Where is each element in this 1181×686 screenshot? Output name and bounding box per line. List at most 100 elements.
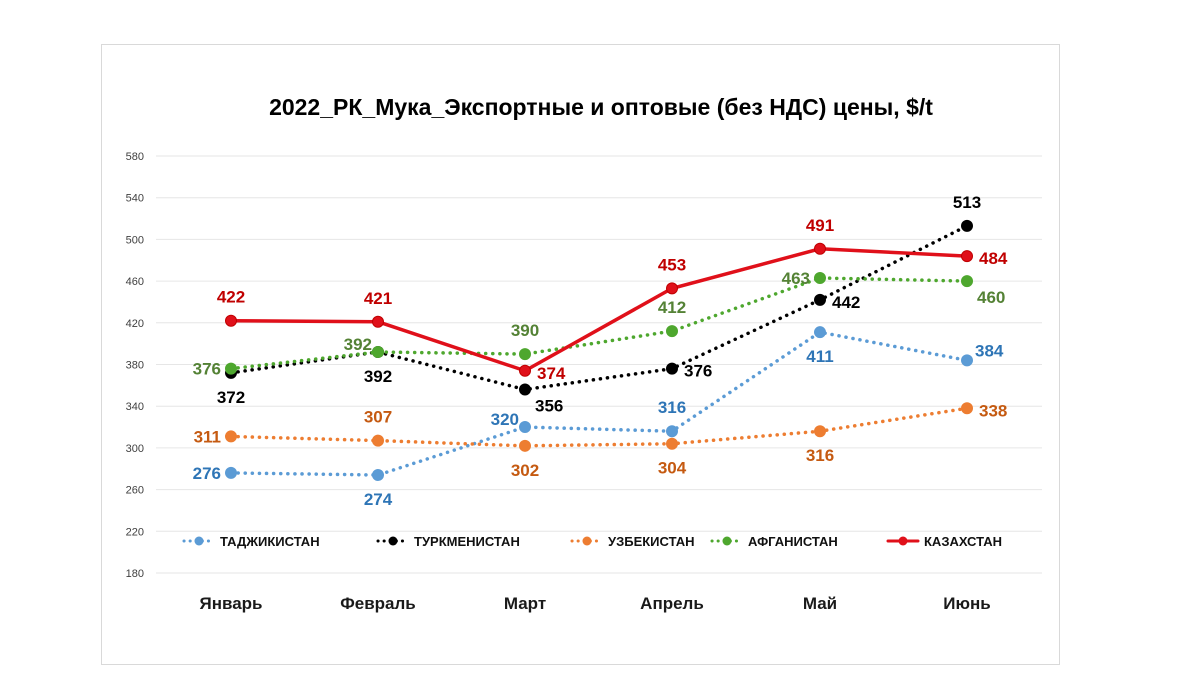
data-point (225, 466, 237, 479)
y-tick-label: 300 (126, 443, 144, 455)
data-label: 384 (975, 341, 1004, 360)
legend-item[interactable]: КАЗАХСТАН (886, 534, 1002, 549)
data-label: 320 (491, 410, 519, 429)
data-label: 513 (953, 193, 981, 212)
data-point (225, 430, 237, 443)
y-tick-label: 540 (126, 193, 144, 205)
data-point (814, 271, 826, 284)
data-label: 376 (193, 360, 221, 379)
data-label: 338 (979, 401, 1007, 420)
legend-label: КАЗАХСТАН (924, 534, 1002, 549)
y-tick-label: 260 (126, 485, 144, 497)
legend-marker-icon (582, 536, 592, 546)
x-tick-label: Март (504, 594, 546, 613)
y-tick-label: 340 (126, 401, 144, 413)
data-label: 421 (364, 289, 392, 308)
legend-item[interactable]: ТАДЖИКИСТАН (182, 534, 320, 549)
x-tick-label: Июнь (943, 594, 990, 613)
x-tick-label: Май (803, 594, 837, 613)
data-label: 422 (217, 288, 245, 307)
y-tick-label: 180 (126, 568, 144, 580)
series-line (229, 247, 969, 373)
data-label: 374 (537, 364, 566, 383)
x-tick-label: Январь (199, 594, 262, 613)
data-point (814, 242, 826, 255)
legend-item[interactable]: АФГАНИСТАН (710, 534, 838, 549)
data-label: 304 (658, 459, 687, 478)
data-label: 302 (511, 461, 539, 480)
series-line (229, 224, 969, 392)
y-axis-ticks: 180 220 260 300 340 380 420 460 500 540 580 (126, 151, 144, 580)
data-point (814, 326, 826, 339)
data-label: 390 (511, 321, 539, 340)
data-point (961, 275, 973, 288)
data-label: 311 (194, 427, 221, 446)
legend-label: ТУРКМЕНИСТАН (414, 534, 520, 549)
legend-label: ТАДЖИКИСТАН (220, 534, 320, 549)
legend-marker-icon (194, 536, 204, 546)
data-point (961, 250, 973, 263)
data-label: 460 (977, 288, 1005, 307)
data-point (225, 362, 237, 375)
data-point (372, 469, 384, 482)
series-line (229, 330, 969, 477)
data-point (372, 345, 384, 358)
data-label: 307 (364, 408, 392, 427)
data-point (814, 425, 826, 438)
data-label: 356 (535, 397, 563, 416)
data-point (519, 421, 531, 434)
y-tick-label: 580 (126, 151, 144, 163)
data-label: 392 (364, 367, 392, 386)
y-tick-label: 500 (126, 234, 144, 246)
line-chart: 2022_РК_Мука_Экспортные и оптовые (без Н… (126, 94, 1042, 613)
x-axis-ticks: Январь Февраль Март Апрель Май Июнь (199, 594, 990, 613)
legend-item[interactable]: УЗБЕКИСТАН (570, 534, 695, 549)
data-point (666, 437, 678, 450)
data-label: 392 (344, 335, 372, 354)
legend-label: АФГАНИСТАН (748, 534, 838, 549)
data-label: 316 (658, 398, 686, 417)
data-point (666, 425, 678, 438)
legend-item[interactable]: ТУРКМЕНИСТАН (376, 534, 520, 549)
data-label: 372 (217, 388, 245, 407)
data-point (372, 434, 384, 447)
data-label: 484 (979, 249, 1008, 268)
data-label: 274 (364, 490, 393, 509)
data-point (961, 219, 973, 232)
data-label: 463 (782, 269, 810, 288)
data-point (666, 325, 678, 338)
series-group (225, 219, 973, 482)
legend-marker-icon (898, 536, 908, 546)
data-label: 276 (193, 464, 221, 483)
data-point (225, 314, 237, 327)
data-point (666, 282, 678, 295)
legend-marker-icon (388, 536, 398, 546)
data-label: 491 (806, 216, 834, 235)
data-label: 412 (658, 298, 686, 317)
data-label: 376 (684, 362, 712, 381)
data-label: 316 (806, 446, 834, 465)
data-point (961, 354, 973, 367)
x-tick-label: Апрель (640, 594, 704, 613)
x-tick-label: Февраль (340, 594, 416, 613)
legend: ТАДЖИКИСТАН ТУРКМЕНИСТАН УЗБЕКИСТАН АФГАНИС… (182, 534, 1002, 549)
data-point (519, 348, 531, 361)
y-tick-label: 460 (126, 276, 144, 288)
data-labels: 276 274 320 316 411 384 372 392 356 376 442 513 311 3… (193, 193, 1008, 509)
y-tick-label: 220 (126, 526, 144, 538)
data-label: 453 (658, 255, 686, 274)
data-point (814, 293, 826, 306)
series-line (229, 406, 969, 448)
data-point (519, 364, 531, 377)
data-label: 442 (832, 293, 860, 312)
chart-title: 2022_РК_Мука_Экспортные и оптовые (без Н… (269, 94, 933, 120)
data-point (519, 439, 531, 452)
data-point (666, 362, 678, 375)
data-point (961, 402, 973, 415)
data-point (372, 315, 384, 328)
y-tick-label: 380 (126, 360, 144, 372)
series-line (229, 276, 969, 371)
y-tick-label: 420 (126, 318, 144, 330)
legend-marker-icon (722, 536, 732, 546)
chart-container: 2022_РК_Мука_Экспортные и оптовые (без Н… (101, 44, 1060, 665)
